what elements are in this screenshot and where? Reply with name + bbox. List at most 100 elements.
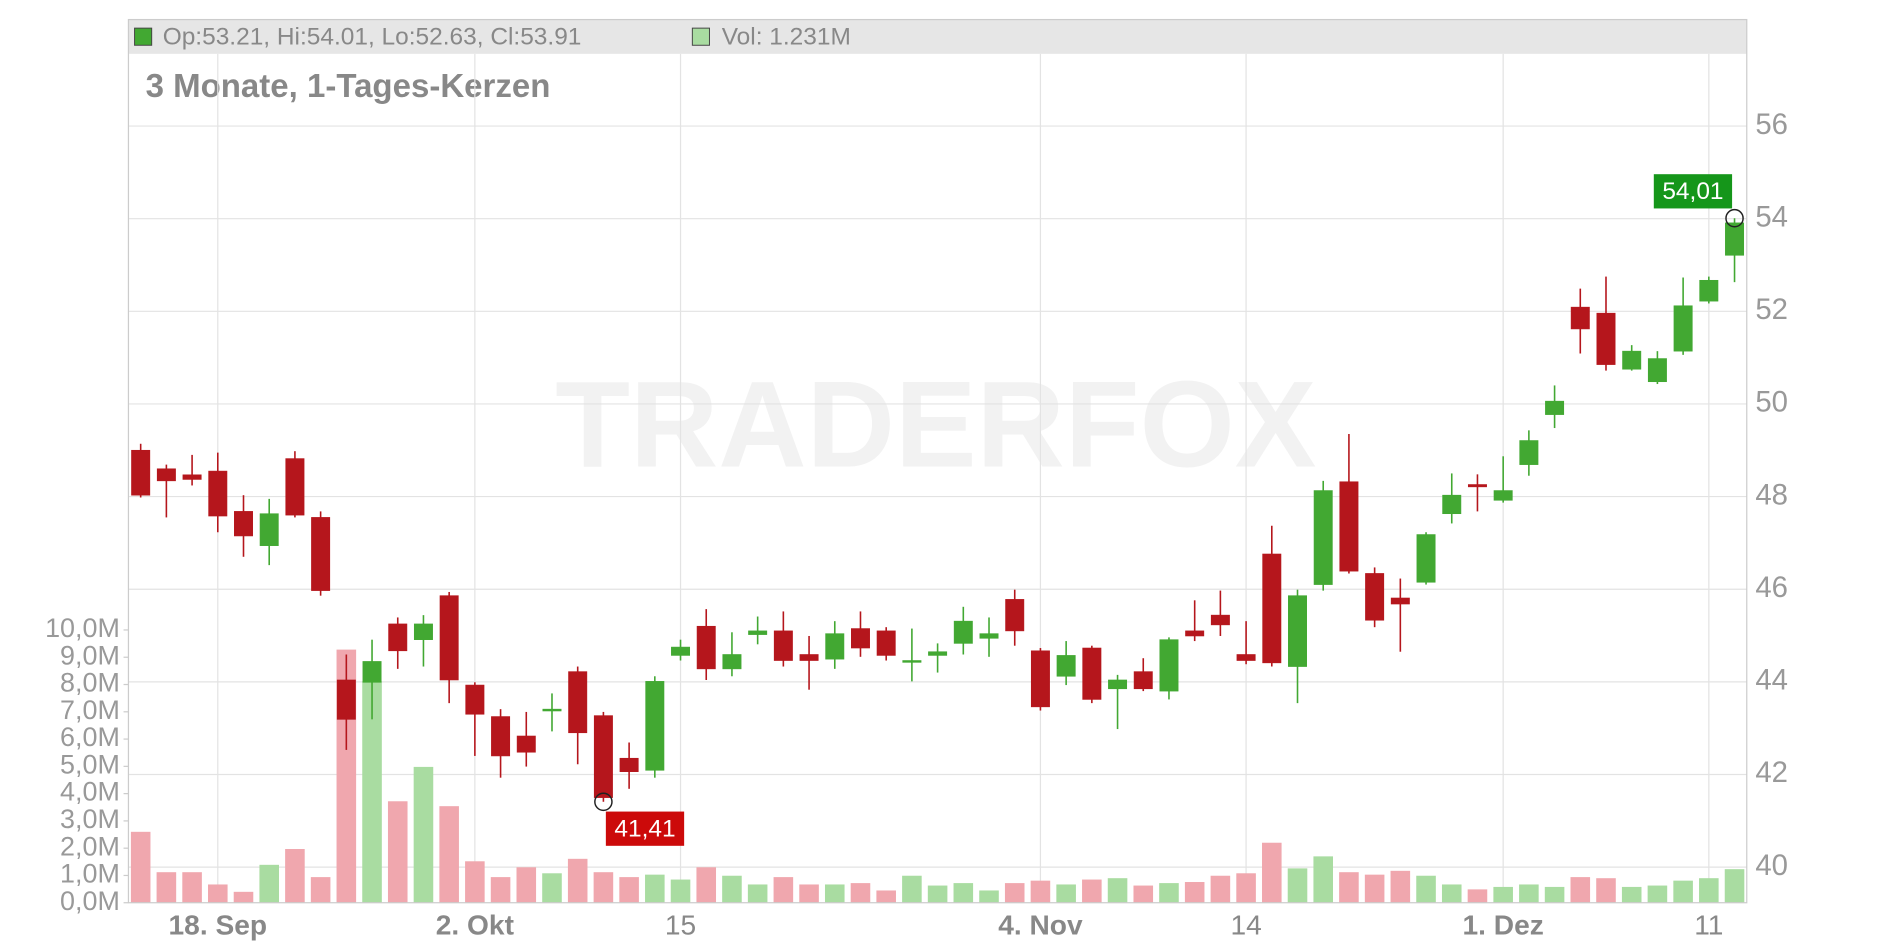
candle-body	[722, 654, 742, 670]
volume-bar	[1699, 878, 1719, 903]
volume-bar	[747, 884, 768, 903]
candle-body	[1622, 350, 1642, 370]
volume-layer	[130, 649, 1745, 903]
candle-body	[696, 625, 716, 670]
y-tick-label: 54	[1755, 200, 1788, 233]
volume-tick-label: 8,0M	[60, 668, 120, 698]
volume-bar	[542, 873, 562, 903]
candle-body	[773, 630, 793, 661]
volume-tick-label: 9,0M	[60, 640, 120, 670]
chart-title: 3 Monate, 1-Tages-Kerzen	[146, 67, 551, 104]
volume-bar	[413, 766, 434, 903]
extreme-marker	[594, 792, 613, 812]
volume-bar	[439, 806, 459, 903]
x-tick-label: 15	[665, 910, 696, 941]
candle-body	[1699, 279, 1719, 302]
plot-frame	[127, 18, 1748, 904]
volume-bar	[670, 879, 691, 903]
candle-body	[1493, 490, 1513, 501]
candle-body	[593, 715, 613, 798]
volume-bar	[1596, 878, 1616, 903]
candle-body	[1647, 358, 1667, 383]
volume-tick-label: 4,0M	[60, 777, 120, 807]
volume-bar	[1364, 874, 1385, 903]
volume-bar	[1493, 886, 1513, 903]
volume-bar	[1339, 872, 1359, 903]
volume-bar	[1159, 883, 1179, 903]
candle-body	[1545, 400, 1565, 415]
volume-bar	[1313, 856, 1334, 903]
volume-bar	[1673, 880, 1693, 903]
volume-bar	[233, 891, 254, 903]
y-tick-label: 46	[1755, 571, 1788, 604]
volume-tick-label: 6,0M	[60, 722, 120, 752]
candle-body	[876, 630, 896, 656]
volume-bar	[799, 884, 819, 903]
volume-bar	[876, 890, 896, 903]
volume-tick-label: 3,0M	[60, 804, 120, 834]
volume-bar	[1107, 878, 1128, 903]
candle-body	[234, 511, 253, 537]
candle-body	[542, 708, 562, 712]
volume-bar	[1441, 884, 1462, 903]
candle-body	[748, 630, 768, 635]
volume-bar	[1287, 868, 1308, 903]
candle-body	[1159, 639, 1179, 692]
candle-body	[1467, 484, 1487, 488]
candle-layer	[131, 218, 1745, 802]
volume-bar	[1184, 882, 1205, 903]
volume-bar	[1262, 842, 1282, 903]
volume-bar	[1004, 883, 1025, 903]
volume-bar	[1210, 875, 1231, 903]
candle-body	[388, 623, 408, 652]
candle-body	[1236, 654, 1256, 661]
volume-bar	[1570, 877, 1591, 903]
volume-bar	[516, 867, 537, 903]
candle-body	[285, 458, 305, 516]
candle-body	[1313, 490, 1333, 585]
candle-body	[928, 651, 948, 656]
x-tick-label: 18. Sep	[169, 910, 268, 941]
volume-bar	[1519, 884, 1539, 903]
candle-body	[825, 633, 845, 660]
legend-swatch	[134, 27, 153, 46]
candle-body	[182, 474, 202, 480]
candle-body	[336, 679, 356, 720]
candle-body	[465, 684, 485, 715]
candle-body	[568, 671, 588, 734]
candle-body	[208, 470, 228, 517]
volume-tick-label: 1,0M	[60, 859, 120, 889]
candle-body	[439, 595, 459, 681]
volume-bar	[1621, 886, 1642, 903]
candle-body	[1390, 597, 1410, 605]
y-tick-label: 48	[1755, 478, 1788, 511]
candle-body	[156, 468, 176, 482]
volume-bar	[593, 872, 614, 903]
candle-body	[1725, 222, 1745, 256]
candle-body	[1210, 614, 1230, 626]
candle-body	[1442, 494, 1462, 515]
y-tick-label: 44	[1755, 664, 1788, 697]
candle-body	[1365, 573, 1385, 621]
extreme-label: 54,01	[1662, 178, 1723, 205]
candle-body	[851, 628, 870, 649]
x-tick-label: 14	[1230, 910, 1261, 941]
volume-bar	[567, 858, 588, 903]
volume-bar	[1236, 873, 1256, 903]
x-tick-label: 11	[1694, 910, 1723, 941]
volume-bar	[490, 877, 511, 903]
y-tick-label: 52	[1755, 293, 1788, 326]
y-tick-label: 50	[1755, 386, 1788, 419]
candle-body	[671, 646, 691, 656]
volume-bar	[310, 877, 331, 903]
volume-bar	[259, 864, 279, 903]
candle-body	[1082, 647, 1102, 700]
volume-bar	[773, 877, 794, 903]
candle-body	[413, 623, 433, 640]
volume-bar	[387, 801, 408, 903]
volume-tick-label: 0,0M	[60, 886, 120, 916]
candle-body	[1416, 534, 1436, 583]
candle-body	[645, 681, 665, 771]
volume-bar	[696, 867, 717, 903]
header-band	[128, 19, 1747, 54]
